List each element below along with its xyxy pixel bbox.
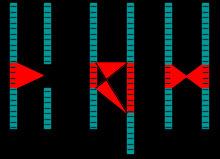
Bar [165,65,171,88]
Bar [127,113,133,153]
Bar [44,88,50,128]
Bar [44,3,50,63]
Bar [10,88,16,128]
Bar [90,63,96,88]
Polygon shape [16,63,43,88]
Polygon shape [171,65,187,88]
Polygon shape [96,63,127,80]
Bar [10,3,16,63]
Polygon shape [96,80,127,113]
Bar [90,3,96,63]
Bar [165,88,171,128]
Bar [90,88,96,128]
Bar [127,63,133,113]
Bar [202,3,208,65]
Bar [127,3,133,63]
Bar [202,65,208,88]
Polygon shape [187,65,202,88]
Bar [165,3,171,65]
Bar [10,63,16,88]
Bar [202,88,208,128]
